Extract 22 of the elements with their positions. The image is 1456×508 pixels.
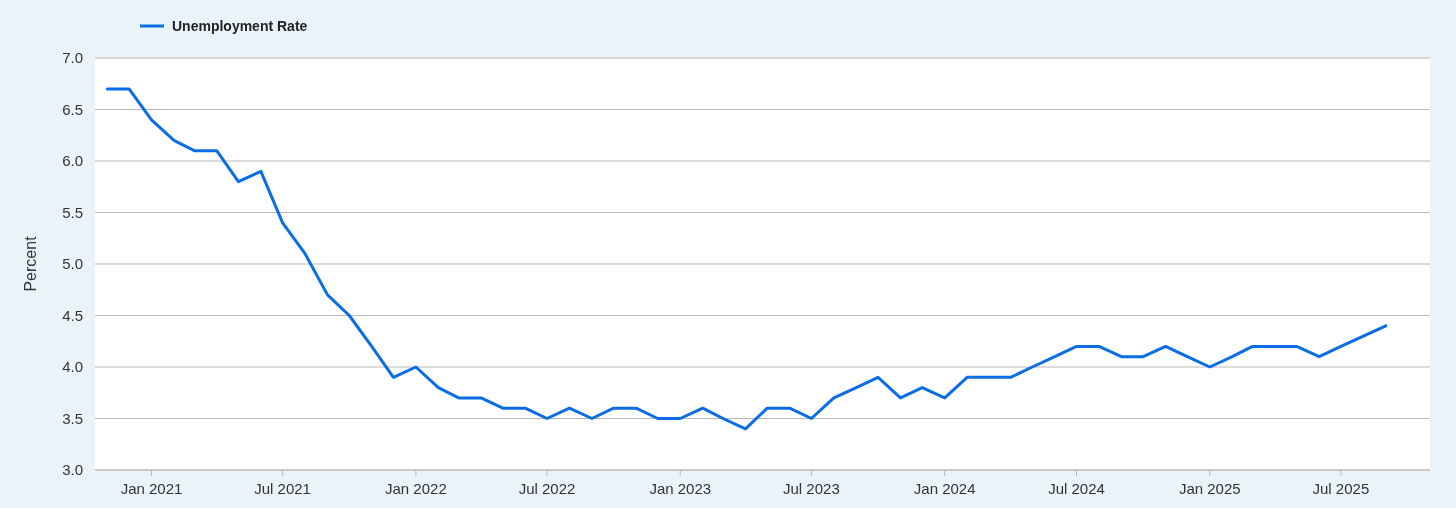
x-tick-label: Jan 2021 — [120, 480, 183, 497]
y-tick-label: 6.5 — [62, 100, 83, 118]
line-series — [105, 87, 1388, 431]
legend-label: Unemployment Rate — [172, 17, 308, 34]
y-tick-label: 5.0 — [62, 255, 83, 273]
y-tick-label: 6.0 — [62, 152, 83, 170]
y-axis-title: Percent — [22, 235, 39, 292]
x-tick-label: Jan 2024 — [913, 480, 976, 497]
y-tick-label: 5.5 — [62, 203, 83, 221]
y-tick-label: 7.0 — [62, 49, 83, 67]
y-tick-label: 4.0 — [62, 358, 83, 376]
x-tick-label: Jul 2024 — [1048, 480, 1105, 497]
y-tick-label: 3.0 — [62, 461, 83, 479]
x-tick-label: Jul 2022 — [518, 480, 576, 497]
x-tick-label: Jan 2022 — [385, 480, 447, 497]
y-tick-label: 3.5 — [62, 409, 83, 427]
x-tick-label: Jan 2023 — [649, 480, 712, 497]
x-tick-label: Jul 2021 — [254, 480, 311, 497]
x-tick-label: Jul 2025 — [1312, 480, 1370, 497]
x-tick-label: Jan 2025 — [1178, 480, 1241, 497]
x-tick-label: Jul 2023 — [783, 480, 840, 497]
y-tick-label: 4.5 — [62, 306, 83, 324]
